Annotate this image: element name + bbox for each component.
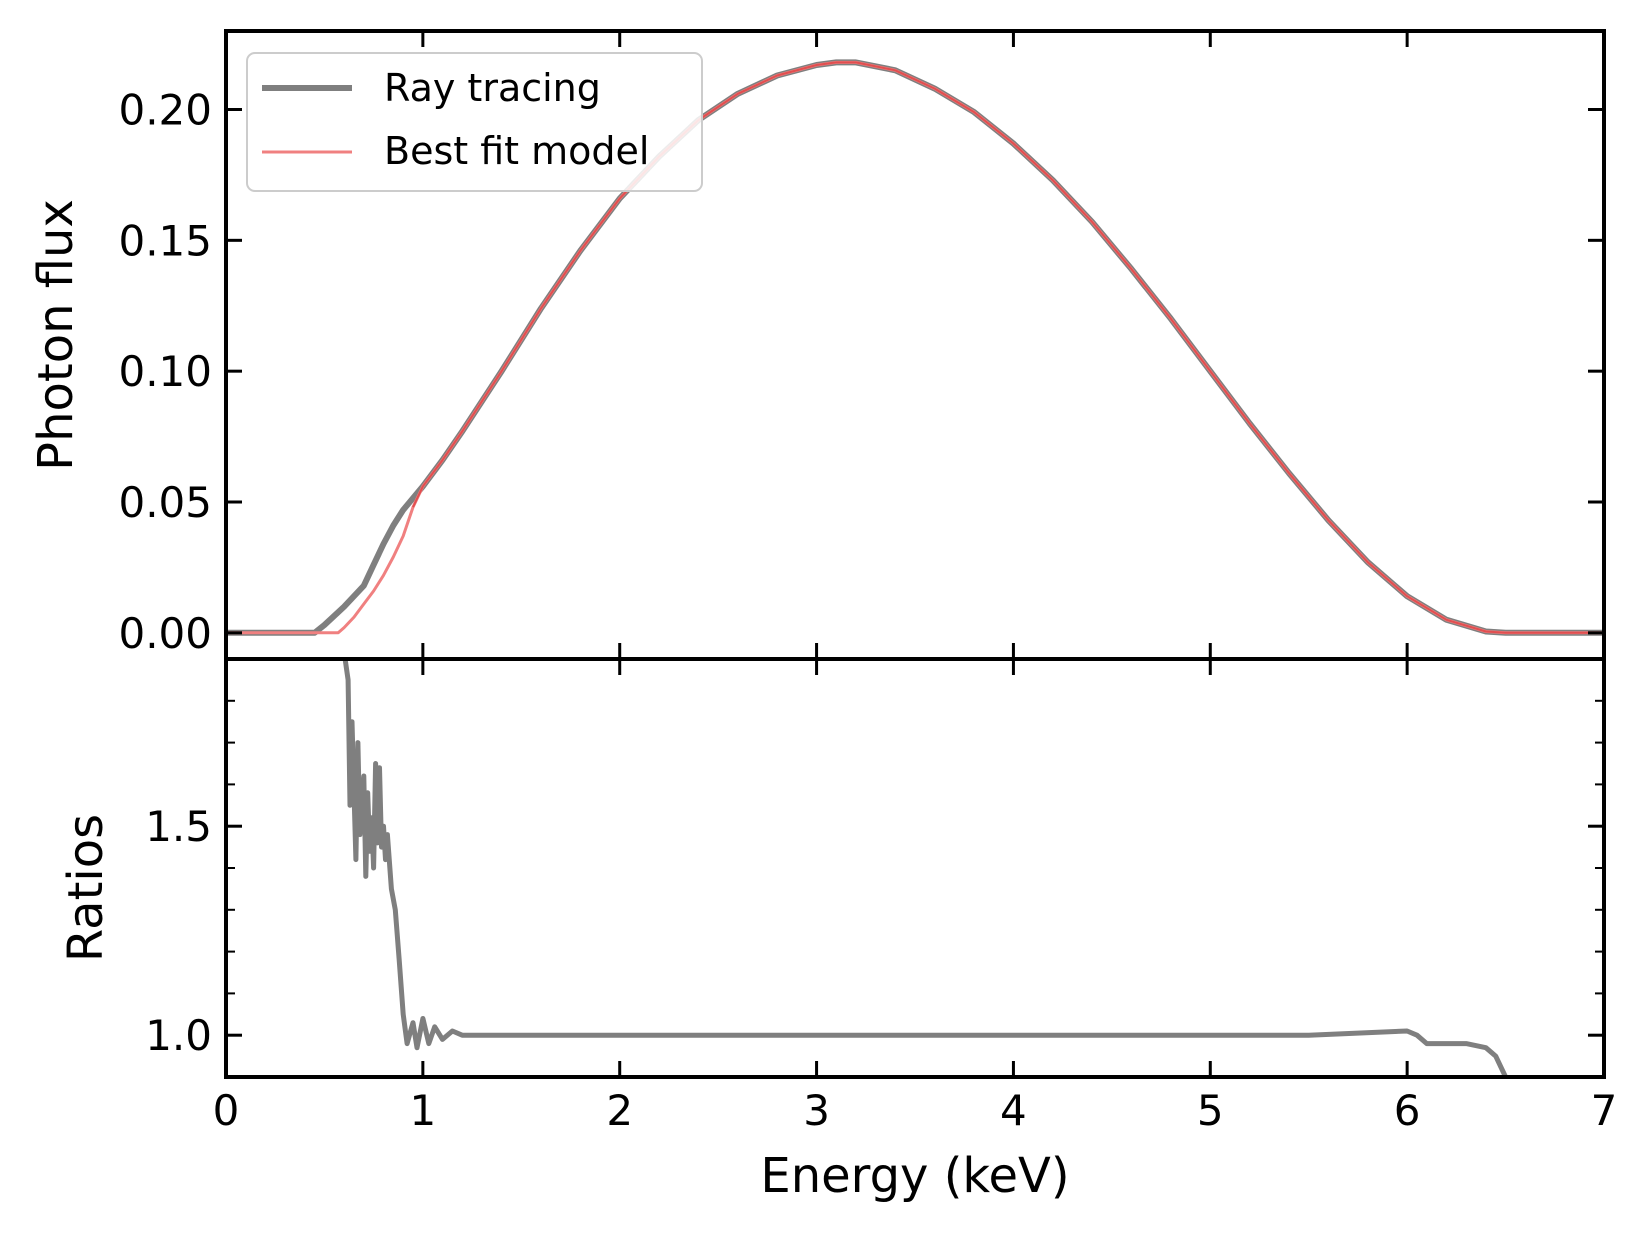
x-tick-label: 7 (1591, 1086, 1618, 1135)
top-y-axis-title: Photon flux (28, 199, 84, 471)
x-tick-label: 0 (213, 1086, 240, 1135)
bottom-series-ratios (342, 659, 1509, 1077)
legend-box (246, 52, 703, 192)
top-y-tick-label: 0.05 (118, 478, 212, 527)
x-tick-label: 6 (1394, 1086, 1421, 1135)
x-tick-label: 4 (1000, 1086, 1027, 1135)
bottom-panel: 1.0 1.5 (145, 657, 1606, 1079)
x-tick-label: 2 (606, 1086, 633, 1135)
top-panel: 0.00 0.05 0.10 0.15 0.20 (118, 29, 1606, 661)
x-axis-title: Energy (keV) (760, 1148, 1069, 1204)
bottom-y-tick-label: 1.0 (145, 1011, 212, 1060)
top-y-tick-label: 0.10 (118, 347, 212, 396)
top-series-best-fit-overlap (412, 61, 1604, 634)
legend-label-best-fit-model: Best fit model (384, 129, 649, 173)
top-y-tick-label: 0.20 (118, 86, 212, 135)
bottom-series-group (342, 659, 1509, 1077)
x-tick-label: 5 (1197, 1086, 1224, 1135)
top-y-tick-label: 0.00 (118, 609, 212, 658)
legend-label-ray-tracing: Ray tracing (384, 66, 601, 110)
bottom-frame (224, 657, 1606, 1079)
x-tick-label: 1 (409, 1086, 436, 1135)
bottom-y-axis-title: Ratios (58, 814, 114, 962)
top-y-tick-label: 0.15 (118, 216, 212, 265)
bottom-y-tick-label: 1.5 (145, 802, 212, 851)
x-axis: 0 1 2 3 4 5 6 7 (213, 1086, 1618, 1135)
x-tick-label: 3 (803, 1086, 830, 1135)
legend: Ray tracing Best fit model (246, 52, 703, 192)
top-series-group (226, 59, 1604, 636)
